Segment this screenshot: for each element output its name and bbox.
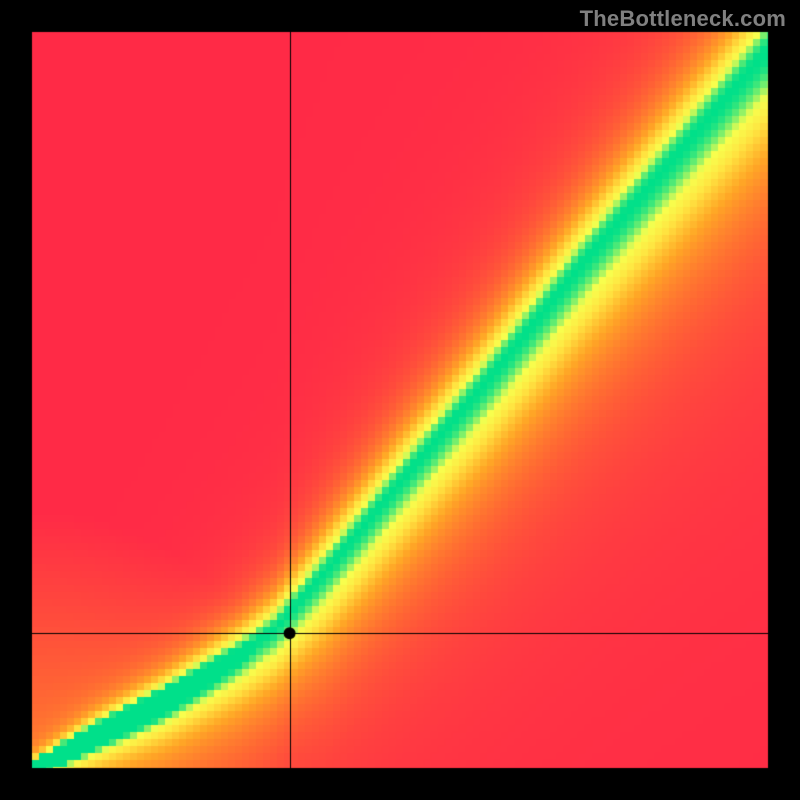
watermark-text: TheBottleneck.com xyxy=(580,6,786,32)
chart-container: TheBottleneck.com xyxy=(0,0,800,800)
heatmap-canvas xyxy=(0,0,800,800)
